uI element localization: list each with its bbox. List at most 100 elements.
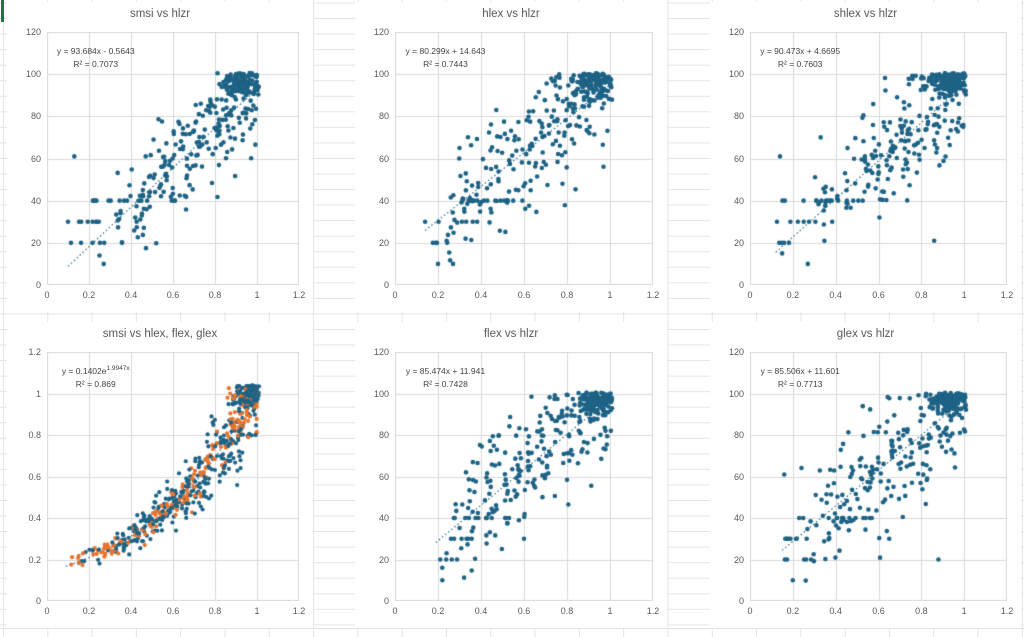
chart-panel-flex-vs-hlzr[interactable]: flex vs hlzr y = 85.474x + 11.941 R² = 0… [355, 322, 667, 628]
equation-exponent: 1.9947x [106, 365, 130, 372]
chart-panel-shlex-vs-hlzr[interactable]: shlex vs hlzr y = 90.473x + 4.6695 R² = … [710, 2, 1021, 312]
y-tick-label: 100 [25, 69, 41, 80]
chart-panel-smsi-vs-hlex-flex-glex[interactable]: smsi vs hlex, flex, glex y = 0.1402e1.99… [7, 322, 313, 628]
x-tick-label: 0.4 [124, 290, 138, 300]
chart-title[interactable]: hlex vs hlzr [482, 8, 540, 20]
y-tick-label: 20 [378, 237, 389, 248]
scatter-canvas[interactable] [395, 352, 653, 601]
y-tick-label: 0 [35, 280, 41, 290]
trendline-label[interactable]: y = 85.506x + 11.601 R² = 0.7713 [716, 364, 884, 391]
y-tick-label: 0 [35, 596, 41, 606]
y-tick-label: 120 [25, 27, 41, 37]
x-tick-label: 0.4 [474, 606, 488, 616]
scatter-canvas[interactable] [47, 32, 299, 285]
y-tick-label: 0.6 [28, 471, 41, 482]
x-tick-label: 0 [392, 606, 398, 616]
x-tick-label: 1.2 [292, 290, 306, 300]
x-tick-label: 0.4 [829, 606, 842, 616]
y-tick-label: 60 [733, 471, 744, 482]
x-tick-label: 1.2 [646, 290, 660, 300]
x-tick-label: 0 [747, 290, 753, 300]
y-tick-label: 20 [733, 237, 744, 248]
x-tick-label: 0.2 [786, 290, 800, 300]
plot-area[interactable]: 0 20 40 60 80 100 120 0 0.2 0.4 0.6 0.8 1 1.2 [26, 27, 305, 300]
x-tick-label: 0.4 [829, 290, 842, 300]
y-tick-label: 0.2 [28, 554, 41, 565]
scatter-canvas[interactable] [750, 352, 1007, 601]
y-tick-label: 100 [373, 388, 389, 399]
x-tick-label: 0.8 [560, 606, 574, 616]
x-tick-label: 1 [961, 606, 967, 616]
plot-area[interactable]: 0 20 40 60 80 100 120 0 0.2 0.4 0.6 0.8 1 1.2 [729, 347, 1013, 616]
plot-area[interactable]: 0 20 40 60 80 100 120 0 0.2 0.4 0.6 0.8 1 1.2 [374, 347, 659, 616]
y-tick-label: 40 [378, 195, 389, 206]
y-tick-label: 120 [373, 27, 389, 37]
trendline-label[interactable]: y = 80.299x + 14.643 R² = 0.7443 [361, 44, 529, 71]
x-tick-label: 1 [607, 606, 613, 616]
y-tick-label: 1 [35, 388, 41, 399]
x-tick-label: 0.2 [786, 606, 800, 616]
chart-title[interactable]: smsi vs hlex, flex, glex [102, 328, 218, 340]
r-squared-value: R² = 0.7713 [777, 379, 823, 389]
x-tick-label: 0 [44, 290, 50, 300]
y-tick-label: 0 [383, 596, 389, 606]
plot-area[interactable]: 0 20 40 60 80 100 120 0 0.2 0.4 0.6 0.8 1 1.2 [729, 27, 1013, 300]
r-squared-value: R² = 0.7428 [423, 379, 468, 389]
trendline-label[interactable]: y = 90.473x + 4.6695 R² = 0.7603 [716, 44, 884, 71]
y-tick-label: 60 [378, 471, 389, 482]
x-tick-label: 1.2 [1000, 606, 1014, 616]
y-tick-label: 120 [373, 347, 389, 357]
r-squared-value: R² = 0.869 [75, 379, 116, 389]
scatter-canvas[interactable] [47, 352, 299, 601]
y-tick-label: 0 [738, 596, 744, 606]
x-tick-label: 1.2 [646, 606, 660, 616]
y-tick-label: 80 [378, 430, 389, 440]
trendline-label[interactable]: y = 85.474x + 11.941 R² = 0.7428 [361, 364, 529, 391]
x-tick-label: 0 [392, 290, 398, 300]
x-tick-label: 1 [961, 290, 967, 300]
chart-panel-hlex-vs-hlzr[interactable]: hlex vs hlzr y = 80.299x + 14.643 R² = 0… [355, 2, 667, 312]
y-tick-label: 20 [733, 554, 744, 565]
x-tick-label: 0.4 [124, 606, 138, 616]
chart-panel-smsi-vs-hlzr[interactable]: smsi vs hlzr y = 93.684x - 0.5643 R² = 0… [7, 2, 313, 312]
chart-panel-glex-vs-hlzr[interactable]: glex vs hlzr y = 85.506x + 11.601 R² = 0… [710, 322, 1021, 628]
plot-area[interactable]: 0 0.2 0.4 0.6 0.8 1 1.2 0 0.2 0.4 0.6 0.8 1 1.2 [28, 347, 305, 616]
x-tick-label: 0.2 [82, 606, 96, 616]
x-tick-label: 0.8 [208, 290, 222, 300]
x-tick-label: 1 [607, 290, 613, 300]
scatter-canvas[interactable] [750, 32, 1007, 285]
y-tick-label: 100 [728, 388, 744, 399]
x-tick-label: 0.6 [517, 290, 531, 300]
scatter-canvas[interactable] [395, 32, 653, 285]
trendline-equation: y = 90.473x + 4.6695 [760, 45, 841, 56]
x-tick-label: 0.2 [431, 290, 445, 300]
r-squared-value: R² = 0.7603 [777, 59, 823, 69]
trendline-equation: y = 93.684x - 0.5643 [56, 45, 135, 56]
chart-title[interactable]: shlex vs hlzr [833, 8, 898, 20]
x-tick-label: 0.8 [915, 606, 928, 616]
y-tick-label: 0 [383, 280, 389, 290]
chart-title[interactable]: glex vs hlzr [836, 328, 895, 340]
trendline-equation: y = 80.299x + 14.643 [405, 45, 486, 56]
x-tick-label: 0.8 [208, 606, 222, 616]
chart-title[interactable]: flex vs hlzr [483, 328, 539, 340]
y-tick-label: 20 [378, 554, 389, 565]
r-squared-value: R² = 0.7443 [423, 59, 468, 69]
trendline-label[interactable]: y = 93.684x - 0.5643 R² = 0.7073 [13, 44, 178, 71]
y-tick-label: 40 [733, 195, 744, 206]
y-tick-label: 80 [30, 111, 41, 122]
y-tick-label: 80 [378, 111, 389, 122]
plot-area[interactable]: 0 20 40 60 80 100 120 0 0.2 0.4 0.6 0.8 1 1.2 [374, 27, 659, 300]
y-tick-label: 0.4 [28, 513, 41, 523]
y-tick-label: 60 [733, 153, 744, 164]
y-tick-label: 100 [373, 69, 389, 80]
chart-title[interactable]: smsi vs hlzr [129, 8, 191, 20]
x-tick-label: 0.2 [82, 290, 96, 300]
trendline-label[interactable]: y = 0.1402e1.9947x R² = 0.869 [13, 364, 178, 391]
y-tick-label: 40 [378, 513, 389, 523]
y-tick-label: 100 [728, 69, 744, 80]
x-tick-label: 0.6 [166, 290, 180, 300]
y-tick-label: 120 [728, 27, 744, 37]
x-tick-label: 1 [254, 606, 260, 616]
